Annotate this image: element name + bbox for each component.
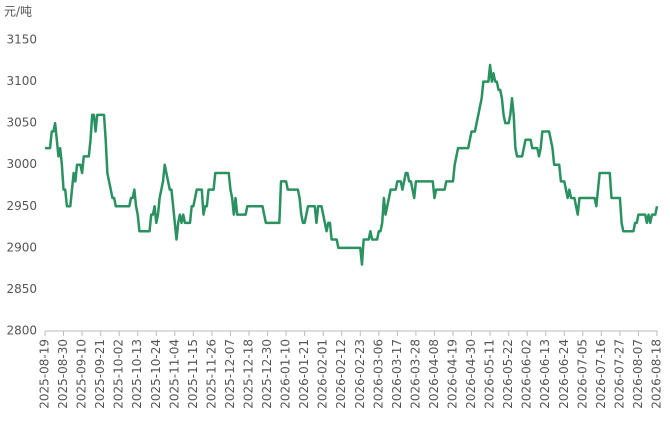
x-tick-label: 2026-01-21	[297, 339, 311, 409]
y-tick-label: 3000	[6, 157, 37, 171]
x-tick-label: 2025-09-10	[75, 339, 89, 409]
x-tick-label: 2026-05-22	[501, 339, 515, 409]
x-tick-label: 2025-10-02	[112, 339, 126, 409]
x-tick-label: 2025-10-13	[130, 339, 144, 409]
y-tick-label: 2850	[6, 282, 37, 296]
x-tick-label: 2025-11-04	[167, 339, 181, 409]
x-tick-label: 2026-02-01	[316, 339, 330, 409]
x-tick-label: 2026-06-02	[520, 339, 534, 409]
x-tick-label: 2026-06-24	[557, 339, 571, 409]
x-tick-label: 2026-05-11	[483, 339, 497, 409]
x-tick-label: 2025-10-24	[149, 339, 163, 409]
x-tick-label: 2025-08-30	[56, 339, 70, 409]
y-tick-label: 2800	[6, 324, 37, 338]
y-tick-label: 3150	[6, 33, 37, 47]
y-tick-label: 2900	[6, 240, 37, 254]
y-tick-label: 2950	[6, 199, 37, 213]
x-tick-label: 2026-02-23	[353, 339, 367, 409]
x-tick-label: 2025-11-26	[204, 339, 218, 409]
x-tick-label: 2026-01-10	[279, 339, 293, 409]
line	[45, 63, 659, 266]
x-tick-label: 2026-07-16	[594, 339, 608, 409]
x-tick-label: 2025-12-18	[242, 339, 256, 409]
x-tick-label: 2026-03-17	[390, 339, 404, 409]
x-tick-label: 2025-12-30	[260, 339, 274, 409]
x-tick-label: 2026-04-08	[427, 339, 441, 409]
x-tick-label: 2026-03-28	[408, 339, 422, 409]
x-tick-label: 2026-08-18	[650, 339, 664, 409]
x-tick-label: 2025-08-19	[38, 339, 52, 409]
x-tick-label: 2026-04-19	[446, 339, 460, 409]
x-tick-label: 2026-07-05	[575, 339, 589, 409]
y-tick-label: 3050	[6, 116, 37, 130]
x-tick-label: 2026-02-12	[334, 339, 348, 409]
x-tick-label: 2026-07-27	[612, 339, 626, 409]
x-tick-label: 2026-04-30	[464, 339, 478, 409]
x-tick-label: 2025-12-07	[223, 339, 237, 409]
y-unit-label: 元/吨	[4, 5, 32, 19]
x-tick-label: 2026-08-07	[631, 339, 645, 409]
x-tick-label: 2025-09-21	[93, 339, 107, 409]
x-tick-label: 2026-03-06	[371, 339, 385, 409]
x-tick-label: 2026-06-13	[538, 339, 552, 409]
y-tick-label: 3100	[6, 74, 37, 88]
x-tick-label: 2025-11-15	[186, 339, 200, 409]
